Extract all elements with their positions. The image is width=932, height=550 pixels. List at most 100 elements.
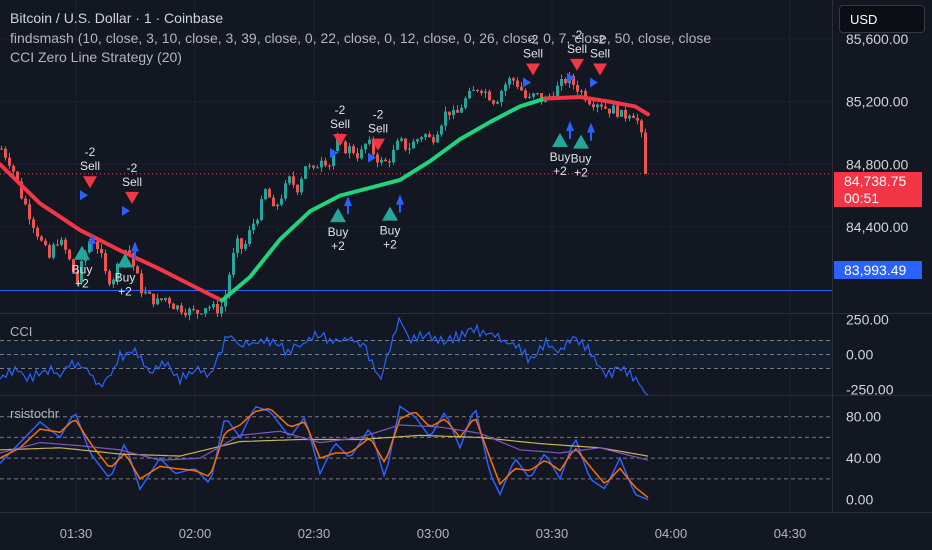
time-tick-label: 01:30 (60, 526, 93, 541)
cci-tick-label: 250.00 (846, 312, 889, 328)
candle-body (364, 143, 367, 150)
candle-body (400, 138, 403, 141)
bar-countdown: 00:51 (844, 190, 880, 206)
rsistochr-pane[interactable] (0, 405, 832, 501)
candle-body (636, 117, 639, 121)
trend-line-down (0, 162, 224, 303)
candle-body (468, 90, 471, 99)
candle-body (484, 91, 487, 93)
signal-sell-label: Sell (523, 47, 543, 61)
candle-body (372, 139, 375, 155)
cci-pane[interactable] (0, 316, 832, 396)
candle-body (36, 227, 39, 237)
candle-body (516, 80, 519, 87)
candle-body (628, 115, 631, 119)
candle-body (524, 90, 527, 98)
signal-qty-label: -2 (595, 33, 606, 47)
cci-tick-label: 0.00 (846, 347, 873, 363)
candle-body (596, 104, 599, 108)
candle-body (564, 79, 567, 84)
signal-qty-label: -2 (127, 161, 138, 175)
candle-body (608, 108, 611, 114)
rsistochr-tick-label: 40.00 (846, 450, 881, 466)
candle-body (60, 239, 63, 245)
last-price-tag: 84,738.75 00:51 (834, 172, 922, 207)
candle-body (32, 219, 35, 228)
time-tick-label: 02:00 (179, 526, 212, 541)
candle-body (280, 198, 283, 205)
cci-pane-title[interactable]: CCI (10, 324, 33, 339)
candle-body (440, 125, 443, 135)
candle-body (296, 184, 299, 193)
candle-body (56, 244, 59, 246)
candle-body (160, 298, 163, 301)
candle-body (200, 313, 203, 315)
candle-body (356, 153, 359, 159)
sell-arrow-icon (526, 63, 540, 76)
entry-marker-icon (122, 205, 130, 216)
indicator-findsmash-label[interactable]: findsmash (10, close, 3, 10, close, 3, 3… (10, 30, 712, 46)
entry-marker-icon (590, 77, 598, 88)
candle-body (504, 84, 507, 91)
candle-body (316, 167, 319, 169)
candle-body (496, 102, 499, 104)
signal-sell-label: Sell (80, 159, 100, 173)
candle-body (252, 223, 255, 231)
sell-arrow-icon (570, 58, 584, 71)
candle-body (288, 176, 291, 184)
candle-body (188, 308, 191, 316)
time-tick-label: 03:30 (536, 526, 569, 541)
candle-body (132, 252, 135, 267)
buy-arrow-icon (117, 253, 133, 268)
candle-body (580, 90, 583, 92)
candle-body (276, 204, 279, 207)
candle-body (312, 165, 315, 168)
candle-body (224, 295, 227, 307)
currency-button[interactable]: USD (839, 5, 925, 33)
cci-tick-label: -250.00 (846, 381, 894, 397)
signal-buy-label: Buy (550, 150, 571, 164)
candle-body (264, 189, 267, 200)
candle-body (604, 106, 607, 109)
candle-body (72, 259, 75, 272)
candle-body (204, 308, 207, 314)
signal-qty-label: +2 (75, 277, 89, 291)
candle-body (216, 304, 219, 314)
candle-body (616, 105, 619, 117)
candle-body (448, 111, 451, 116)
candle-body (100, 249, 103, 254)
candle-body (472, 89, 475, 91)
candle-body (452, 109, 455, 116)
candle-body (444, 111, 447, 126)
candle-body (624, 109, 627, 119)
signal-sell-label: Sell (590, 47, 610, 61)
candle-body (88, 241, 91, 253)
signal-qty-label: -2 (572, 28, 583, 42)
candle-body (512, 78, 515, 81)
candle-body (536, 93, 539, 95)
signal-buy-label: Buy (380, 224, 401, 238)
candle-body (336, 137, 339, 151)
signal-sell-label: Sell (122, 175, 142, 189)
stoch-d-line (0, 408, 649, 499)
trend-line-up (220, 96, 547, 303)
candle-body (128, 250, 131, 253)
rsistochr-pane-title[interactable]: rsistochr (10, 406, 60, 421)
buy-arrow-icon (330, 208, 346, 223)
rsistochr-tick-label: 80.00 (846, 409, 881, 425)
rsi-ma-line (0, 434, 649, 457)
entry-marker-icon (567, 72, 575, 83)
candle-body (180, 305, 183, 313)
indicator-cci-strategy-label[interactable]: CCI Zero Line Strategy (20) (10, 49, 182, 65)
candle-body (456, 109, 459, 113)
candle-body (260, 199, 263, 221)
candle-body (644, 132, 647, 174)
candle-body (4, 148, 7, 158)
signal-buy-label: Buy (115, 271, 136, 285)
candle-body (528, 96, 531, 98)
candle-body (172, 303, 175, 310)
axes: 01:30 02:00 02:30 03:00 03:30 04:00 04:30 84,40… (60, 31, 909, 541)
candle-body (196, 309, 199, 314)
